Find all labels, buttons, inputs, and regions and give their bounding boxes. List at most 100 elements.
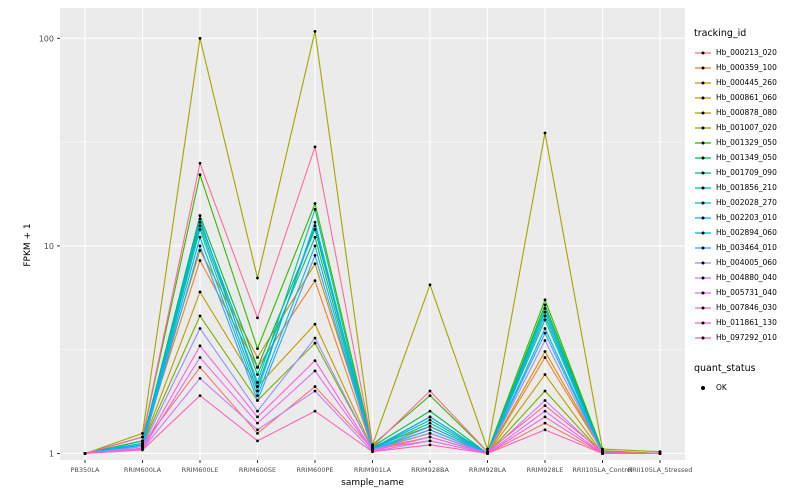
legend-item-Hb_001709_090: Hb_001709_090 xyxy=(694,165,798,180)
legend-item-Hb_005731_040: Hb_005731_040 xyxy=(694,285,798,300)
legend-label: Hb_002894_060 xyxy=(716,228,777,237)
x-tick-label: RRIM600LE xyxy=(182,466,219,474)
legend-point-icon xyxy=(701,231,705,234)
data-point xyxy=(486,447,489,451)
data-point xyxy=(313,29,317,33)
data-point xyxy=(313,244,317,248)
legend-label: Hb_004005_060 xyxy=(716,258,777,267)
legend-point-icon xyxy=(701,291,705,294)
data-point xyxy=(256,439,259,443)
data-point xyxy=(83,452,87,455)
legend-item-Hb_097292_010: Hb_097292_010 xyxy=(694,330,798,345)
legend: tracking_id Hb_000213_020 Hb_000359_100 Hb… xyxy=(694,28,798,395)
data-point xyxy=(371,450,374,454)
x-tick-label: RRII105LA_Control xyxy=(572,466,632,474)
data-point xyxy=(313,145,317,149)
legend-label: Hb_002203_010 xyxy=(716,213,777,222)
data-point xyxy=(198,36,202,40)
point-icon xyxy=(701,385,705,390)
data-point xyxy=(256,415,259,419)
x-tick-label: RRIM600PE xyxy=(297,466,334,474)
data-point xyxy=(256,373,259,376)
y-tick-label: 1 xyxy=(49,449,54,458)
legend-label: Hb_000213_020 xyxy=(716,48,777,57)
data-point xyxy=(543,350,547,353)
data-point xyxy=(313,369,317,373)
data-point xyxy=(428,435,432,439)
legend-label: Hb_007846_030 xyxy=(716,303,777,312)
data-point xyxy=(543,428,547,432)
data-point xyxy=(543,421,547,425)
data-point xyxy=(313,207,317,211)
data-point xyxy=(428,443,432,447)
data-point xyxy=(428,421,432,425)
legend-label: Hb_001709_090 xyxy=(716,168,777,177)
legend-label: Hb_004880_040 xyxy=(716,273,777,282)
legend-point-icon xyxy=(701,96,705,99)
legend-point-icon xyxy=(701,51,705,54)
data-point xyxy=(543,339,547,342)
legend-point-icon xyxy=(701,66,705,69)
x-tick-label: PB350LA xyxy=(70,466,100,474)
legend-point-icon xyxy=(701,171,705,174)
data-point xyxy=(543,131,547,135)
legend-item-Hb_004005_060: Hb_004005_060 xyxy=(694,255,798,270)
legend-key-line-icon xyxy=(695,156,711,159)
data-point xyxy=(543,306,547,310)
legend-key-line-icon xyxy=(695,306,711,309)
legend-key-line-icon xyxy=(695,141,711,144)
data-point xyxy=(313,253,317,257)
y-tick-label: 100 xyxy=(39,34,54,43)
data-point xyxy=(141,448,144,452)
legend-key-line-icon xyxy=(695,111,711,114)
data-point xyxy=(428,439,432,443)
legend-point-icon xyxy=(701,201,705,204)
legend-key-line-icon xyxy=(695,276,711,279)
legend-item-Hb_000445_260: Hb_000445_260 xyxy=(694,75,798,90)
data-point xyxy=(428,394,432,397)
legend-label: Hb_001329_050 xyxy=(716,138,777,147)
legend-item-Hb_002203_010: Hb_002203_010 xyxy=(694,210,798,225)
data-point xyxy=(141,439,144,443)
data-point xyxy=(313,228,317,231)
data-point xyxy=(198,214,202,217)
legend-label: Hb_003464_010 xyxy=(716,243,777,252)
legend-key-line-icon xyxy=(695,96,711,99)
data-point xyxy=(198,394,202,397)
data-point xyxy=(141,435,144,439)
quant-status-legend: quant_status OK xyxy=(694,363,798,395)
data-point xyxy=(543,327,547,330)
legend-item-Hb_001329_050: Hb_001329_050 xyxy=(694,135,798,150)
data-point xyxy=(313,389,317,393)
legend-item-Hb_001349_050: Hb_001349_050 xyxy=(694,150,798,165)
data-point xyxy=(428,431,432,435)
x-tick-label: RRII105LA_Stressed xyxy=(628,466,693,474)
data-point xyxy=(198,376,202,380)
data-point xyxy=(543,373,547,376)
legend-item-Hb_000861_060: Hb_000861_060 xyxy=(694,90,798,105)
legend-item-Hb_001007_020: Hb_001007_020 xyxy=(694,120,798,135)
legend-key-line-icon xyxy=(695,336,711,339)
data-point xyxy=(428,409,432,413)
legend-point-icon xyxy=(701,336,705,339)
data-point xyxy=(141,431,144,435)
legend-label: Hb_001349_050 xyxy=(716,153,777,162)
data-point xyxy=(543,310,547,314)
legend-point-icon xyxy=(701,246,705,249)
data-point xyxy=(198,344,202,348)
data-point xyxy=(141,441,144,445)
data-point xyxy=(256,347,259,351)
data-point xyxy=(313,202,317,205)
legend-title-tracking-id: tracking_id xyxy=(694,28,747,39)
legend-label: Hb_000878_080 xyxy=(716,108,777,117)
legend-point-icon xyxy=(701,81,705,84)
x-tick-label: RRIM928BA xyxy=(411,466,449,474)
legend-item-Hb_007846_030: Hb_007846_030 xyxy=(694,300,798,315)
legend-key-line-icon xyxy=(695,66,711,69)
data-point xyxy=(313,336,317,340)
legend-point-icon xyxy=(701,216,705,219)
data-point xyxy=(428,418,432,422)
x-tick-label: RRIM600LA xyxy=(124,466,162,474)
